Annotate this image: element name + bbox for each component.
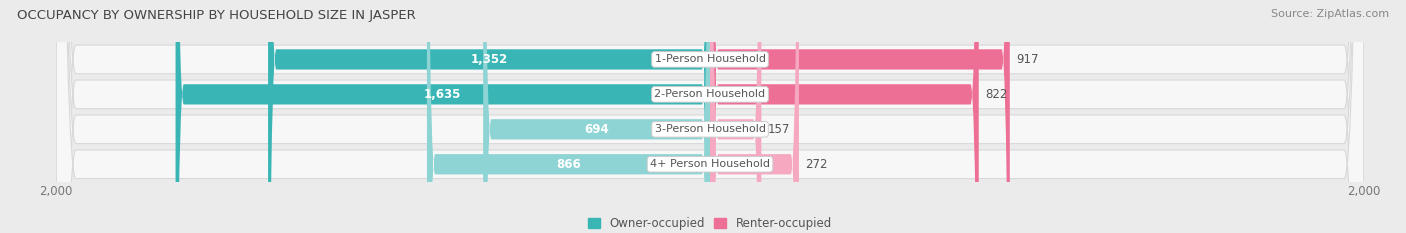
Text: 2-Person Household: 2-Person Household bbox=[654, 89, 766, 99]
Text: Source: ZipAtlas.com: Source: ZipAtlas.com bbox=[1271, 9, 1389, 19]
FancyBboxPatch shape bbox=[710, 0, 799, 233]
Text: 272: 272 bbox=[806, 158, 828, 171]
FancyBboxPatch shape bbox=[269, 0, 710, 233]
FancyBboxPatch shape bbox=[56, 0, 1364, 233]
FancyBboxPatch shape bbox=[427, 0, 710, 233]
FancyBboxPatch shape bbox=[710, 0, 1010, 233]
Text: 1,352: 1,352 bbox=[471, 53, 508, 66]
FancyBboxPatch shape bbox=[56, 0, 1364, 233]
Text: 822: 822 bbox=[986, 88, 1008, 101]
FancyBboxPatch shape bbox=[56, 0, 1364, 233]
FancyBboxPatch shape bbox=[56, 0, 1364, 233]
FancyBboxPatch shape bbox=[710, 0, 979, 233]
Text: 1-Person Household: 1-Person Household bbox=[655, 55, 765, 64]
FancyBboxPatch shape bbox=[710, 0, 762, 233]
Text: 866: 866 bbox=[557, 158, 581, 171]
Text: 4+ Person Household: 4+ Person Household bbox=[650, 159, 770, 169]
Text: 157: 157 bbox=[768, 123, 790, 136]
FancyBboxPatch shape bbox=[484, 0, 710, 233]
Legend: Owner-occupied, Renter-occupied: Owner-occupied, Renter-occupied bbox=[583, 212, 837, 233]
Text: 694: 694 bbox=[585, 123, 609, 136]
FancyBboxPatch shape bbox=[176, 0, 710, 233]
Text: 917: 917 bbox=[1017, 53, 1039, 66]
Text: 1,635: 1,635 bbox=[425, 88, 461, 101]
Text: 3-Person Household: 3-Person Household bbox=[655, 124, 765, 134]
Text: OCCUPANCY BY OWNERSHIP BY HOUSEHOLD SIZE IN JASPER: OCCUPANCY BY OWNERSHIP BY HOUSEHOLD SIZE… bbox=[17, 9, 416, 22]
